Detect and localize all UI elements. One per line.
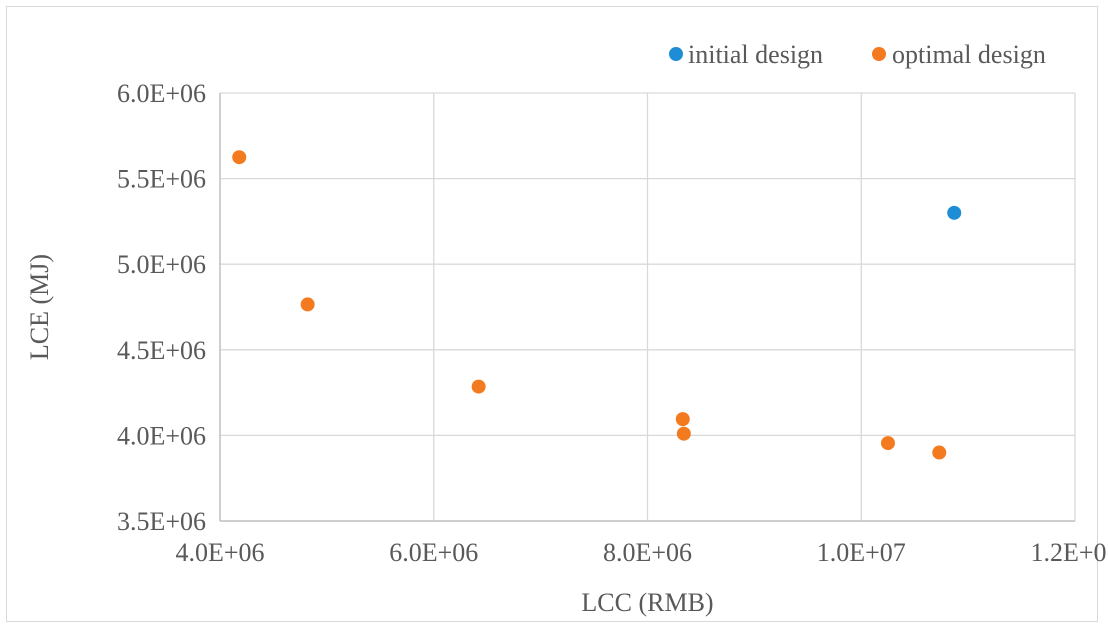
x-tick-label: 8.0E+06: [603, 538, 692, 567]
data-point-optimal-design: [472, 380, 486, 394]
data-point-optimal-design: [677, 427, 691, 441]
legend-marker-optimal-design: [872, 47, 886, 61]
legend: initial design optimal design: [669, 40, 1046, 69]
y-tick-label: 6.0E+06: [117, 79, 206, 108]
x-tick-labels: 4.0E+06 6.0E+06 8.0E+06 1.0E+07 1.2E+07: [175, 538, 1108, 567]
x-tick-label: 4.0E+06: [175, 538, 264, 567]
x-tick-label: 1.2E+07: [1030, 538, 1108, 567]
data-point-optimal-design: [676, 412, 690, 426]
x-tick-label: 1.0E+07: [817, 538, 906, 567]
y-tick-labels: 3.5E+06 4.0E+06 4.5E+06 5.0E+06 5.5E+06 6.0E+…: [117, 79, 206, 536]
x-axis-title: LCC (RMB): [581, 588, 713, 617]
x-tick-label: 6.0E+06: [389, 538, 478, 567]
legend-label-optimal-design: optimal design: [892, 40, 1046, 69]
y-tick-label: 5.0E+06: [117, 250, 206, 279]
y-axis-title: LCE (MJ): [25, 254, 54, 360]
gridlines: [220, 93, 1075, 521]
data-point-optimal-design: [232, 150, 246, 164]
y-tick-label: 5.5E+06: [117, 165, 206, 194]
y-tick-label: 3.5E+06: [117, 507, 206, 536]
data-point-optimal-design: [301, 297, 315, 311]
legend-label-initial-design: initial design: [688, 40, 823, 69]
y-tick-label: 4.0E+06: [117, 421, 206, 450]
data-point-optimal-design: [932, 446, 946, 460]
legend-marker-initial-design: [669, 47, 683, 61]
y-tick-label: 4.5E+06: [117, 336, 206, 365]
data-points: [232, 150, 961, 459]
data-point-initial-design: [947, 206, 961, 220]
data-point-optimal-design: [881, 436, 895, 450]
